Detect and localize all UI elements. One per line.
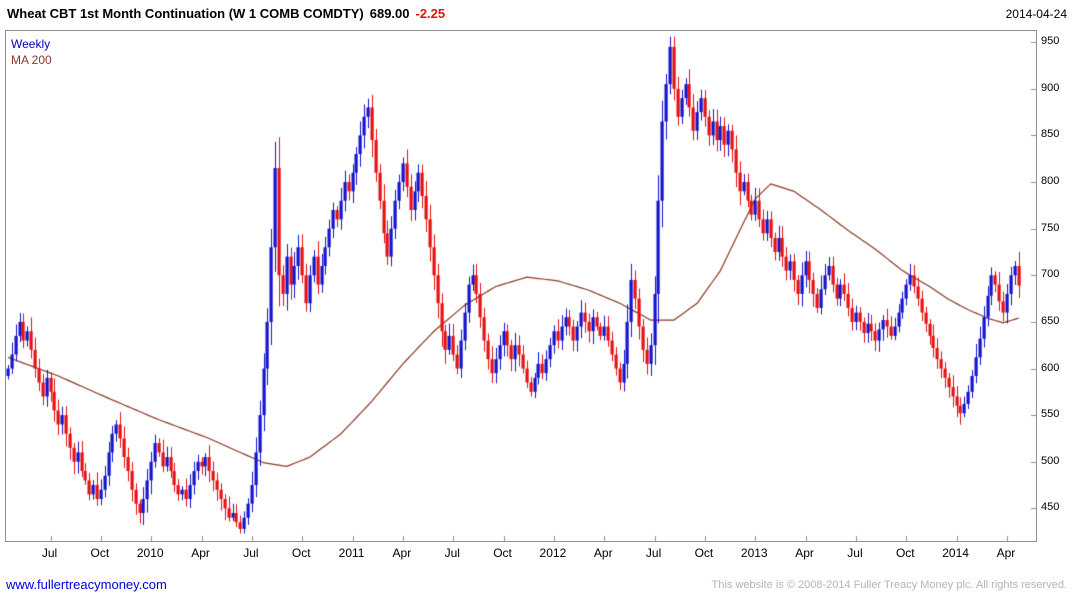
y-tick-label: 850 [1041, 128, 1060, 141]
y-tick-label: 900 [1041, 81, 1060, 94]
x-tick-label: Jul [645, 546, 662, 560]
x-tick-label: Jul [444, 546, 460, 560]
x-tick-label: 2013 [740, 546, 768, 560]
footer-copyright: This website is © 2008-2014 Fuller Treac… [711, 579, 1067, 591]
x-tick-label: Oct [291, 546, 311, 560]
x-tick-label: Jul [41, 546, 58, 560]
x-tick-label: Oct [90, 546, 110, 560]
footer-link[interactable]: www.fullertreacymoney.com [6, 577, 167, 592]
chart-legend: Weekly MA 200 [11, 36, 52, 68]
legend-weekly-label: Weekly [11, 37, 51, 51]
y-tick-label: 650 [1041, 314, 1060, 327]
legend-ma-label: MA 200 [11, 53, 52, 67]
y-tick-label: 500 [1041, 454, 1060, 467]
price-change: -2.25 [415, 6, 446, 21]
y-tick-label: 600 [1041, 361, 1060, 374]
x-tick-label: 2011 [338, 546, 365, 560]
y-tick-label: 950 [1041, 35, 1060, 48]
y-tick-label: 750 [1041, 221, 1060, 234]
x-tick-label: Jul [243, 546, 259, 560]
plot-area [5, 30, 1037, 542]
y-tick-label: 800 [1041, 175, 1060, 188]
x-tick-label: Apr [392, 546, 412, 560]
x-tick-label: Jul [847, 546, 863, 560]
y-tick-label: 550 [1041, 408, 1060, 421]
x-tick-label: Oct [493, 546, 512, 560]
x-tick-label: Apr [996, 546, 1016, 560]
x-tick-label: Oct [895, 546, 915, 560]
y-tick-label: 450 [1041, 501, 1060, 514]
x-tick-label: 2012 [539, 546, 567, 560]
price-canvas [6, 31, 1036, 541]
x-tick-label: 2010 [136, 546, 164, 560]
chart-title: Wheat CBT 1st Month Continuation (W 1 CO… [7, 6, 364, 21]
x-tick-label: Apr [593, 546, 613, 560]
chart-title-bar: Wheat CBT 1st Month Continuation (W 1 CO… [7, 6, 445, 21]
x-tick-label: Apr [795, 546, 814, 560]
price-value: 689.00 [369, 6, 410, 21]
x-tick-label: Apr [191, 546, 210, 560]
x-tick-label: Oct [694, 546, 714, 560]
chart-date: 2014-04-24 [1005, 7, 1067, 21]
x-tick-label: 2014 [942, 546, 969, 560]
y-tick-label: 700 [1041, 268, 1060, 281]
